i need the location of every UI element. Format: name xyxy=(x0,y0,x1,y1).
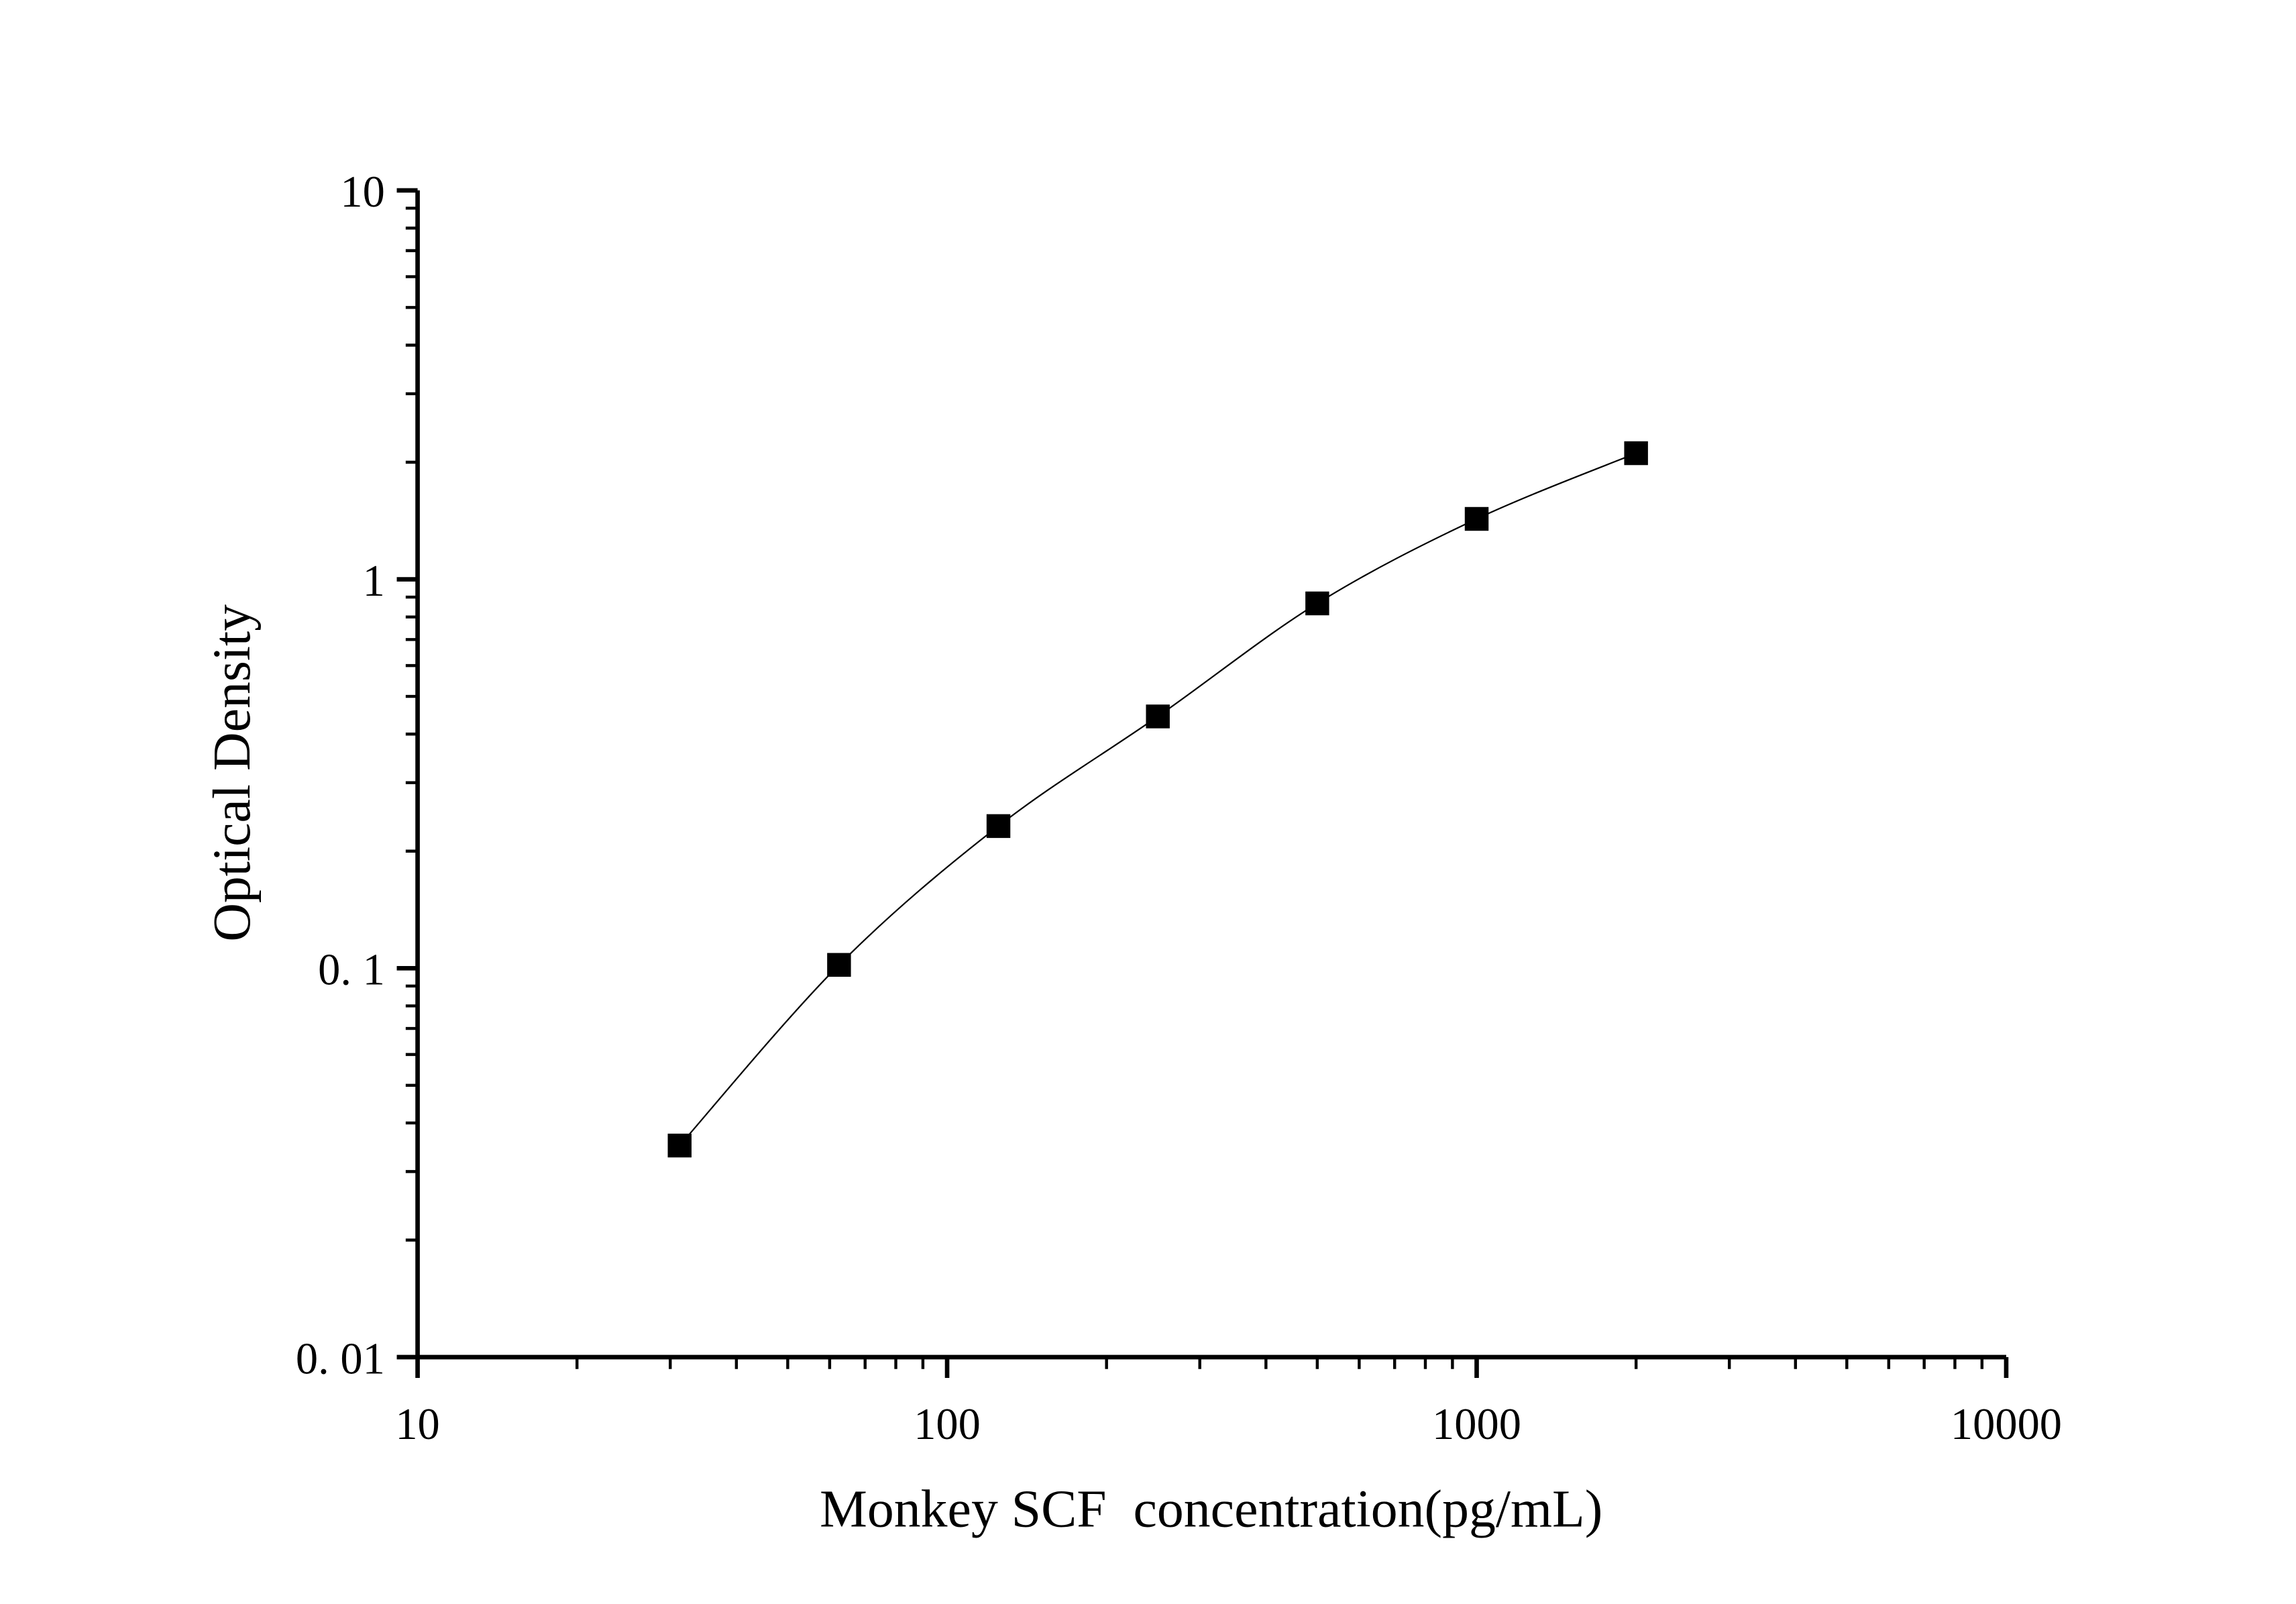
data-point xyxy=(1624,441,1648,466)
y-axis-label: Optical Density xyxy=(203,604,262,942)
data-point xyxy=(667,1133,692,1158)
data-points xyxy=(667,441,1648,1158)
y-tick-label: 0. 01 xyxy=(296,1334,385,1383)
data-point xyxy=(1146,704,1170,729)
x-axis-label: Monkey SCF concentration(pg/mL) xyxy=(820,1480,1602,1539)
data-point xyxy=(1464,506,1489,531)
y-tick-label: 0. 1 xyxy=(318,946,385,995)
x-tick-label: 1000 xyxy=(1432,1400,1521,1449)
data-point xyxy=(1305,591,1329,616)
axes xyxy=(415,190,2006,1360)
y-tick-label: 1 xyxy=(363,557,385,606)
ticks: 10 100 1000 10000 0. 01 0. 1 1 10 xyxy=(296,168,2062,1449)
x-tick-label: 10000 xyxy=(1951,1400,2062,1449)
y-tick-label: 10 xyxy=(340,168,384,217)
x-tick-label: 10 xyxy=(395,1400,439,1449)
x-tick-label: 100 xyxy=(914,1400,981,1449)
data-point xyxy=(827,953,851,977)
data-point xyxy=(986,814,1011,839)
fit-curve xyxy=(679,452,1637,1146)
